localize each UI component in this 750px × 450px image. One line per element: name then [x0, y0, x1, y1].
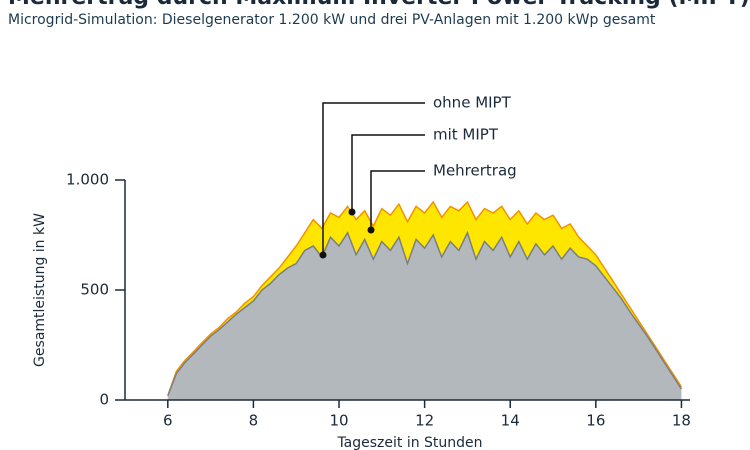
- callout-dot: [367, 226, 375, 234]
- line: [167, 230, 683, 396]
- leader-line: [370, 170, 425, 230]
- x-tick-label: 12: [415, 412, 434, 430]
- x-tick-label: 10: [329, 412, 348, 430]
- chart-subtitle: Microgrid-Simulation: Dieselgenerator 1.…: [8, 12, 656, 28]
- plot-area: 0 500 1.000 6 8 10 12 14 16 18: [66, 171, 691, 430]
- chart-title: Mehrertrag durch Maximum Inverter Power …: [8, 0, 750, 10]
- x-tick-label: 8: [249, 412, 259, 430]
- x-tick-label: 18: [672, 412, 691, 430]
- callout-dot: [319, 251, 327, 259]
- y-axis-label: Gesamtleistung in kW: [32, 213, 48, 367]
- legend-label: ohne MIPT: [433, 94, 512, 112]
- legend-label: mit MIPT: [433, 126, 499, 144]
- callouts: ohne MIPT mit MIPT Mehrertrag: [319, 94, 517, 259]
- annotation: Mehrertrag: [433, 162, 517, 180]
- y-tick-label: 1.000: [66, 171, 109, 189]
- leader-line: [351, 134, 425, 212]
- line: [167, 200, 683, 396]
- x-tick-label: 6: [163, 412, 173, 430]
- callout-dot: [348, 208, 356, 216]
- x-axis-label: Tageszeit in Stunden: [336, 435, 482, 450]
- x-tick-label: 14: [501, 412, 520, 430]
- area: [167, 232, 682, 400]
- y-tick-label: 0: [99, 391, 109, 409]
- x-tick-label: 16: [586, 412, 605, 430]
- leader-line: [322, 102, 425, 255]
- y-tick-label: 500: [80, 281, 109, 299]
